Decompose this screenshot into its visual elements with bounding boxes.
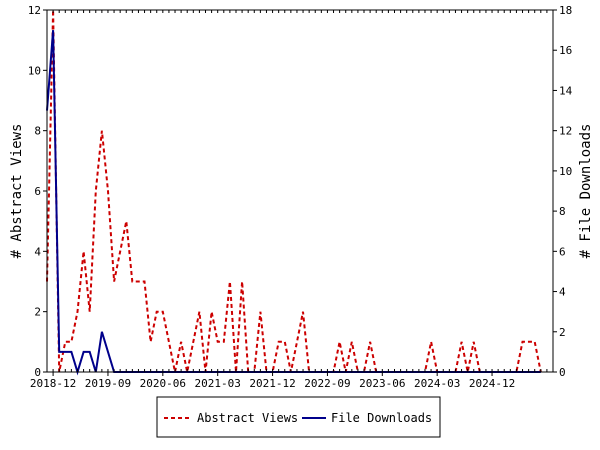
legend-box <box>156 396 441 438</box>
axes-layer: 0 2 4 6 8 10 12 0 2 4 6 8 10 12 14 16 18 2018-12 2019-09 20… <box>28 4 573 390</box>
x-tick-label: 2020-06 <box>140 377 186 390</box>
y-left-tick-label: 12 <box>28 4 41 17</box>
x-tick-label: 2021-03 <box>195 377 241 390</box>
y-axis-right-title: # File Downloads <box>578 124 594 259</box>
y-left-tick-label: 0 <box>34 366 41 379</box>
x-tick-label: 2024-03 <box>414 377 460 390</box>
series-line-abstract-views <box>46 9 542 373</box>
y-right-tick-label: 12 <box>559 125 572 138</box>
y-left-tick-label: 6 <box>34 185 41 198</box>
x-tick-label: 2018-12 <box>30 377 76 390</box>
x-tick-label: 2021-12 <box>249 377 295 390</box>
legend: Abstract Views File Downloads <box>156 396 441 438</box>
y-right-tick-label: 14 <box>559 84 573 97</box>
legend-label-file-downloads: File Downloads <box>331 411 432 425</box>
x-tick-label: 2022-09 <box>304 377 350 390</box>
y-right-tick-label: 10 <box>559 165 572 178</box>
y-left-tick-label: 8 <box>34 125 41 138</box>
y-right-tick-label: 0 <box>559 366 566 379</box>
y-right-tick-label: 16 <box>559 44 572 57</box>
legend-label-abstract-views: Abstract Views <box>197 411 298 425</box>
plot-area <box>47 10 553 372</box>
y-right-tick-label: 4 <box>559 286 566 299</box>
y-right-tick-label: 18 <box>559 4 572 17</box>
y-left-tick-label: 10 <box>28 64 41 77</box>
x-tick-label: 2023-06 <box>359 377 405 390</box>
y-right-tick-label: 6 <box>559 245 566 258</box>
x-tick-label: 2024-12 <box>469 377 515 390</box>
y-right-tick-label: 2 <box>559 326 566 339</box>
x-tick-label: 2019-09 <box>85 377 131 390</box>
y-left-tick-label: 2 <box>34 306 41 319</box>
y-left-tick-label: 4 <box>34 245 41 258</box>
y-right-tick-label: 8 <box>559 205 566 218</box>
y-axis-left-title: # Abstract Views <box>9 124 25 259</box>
